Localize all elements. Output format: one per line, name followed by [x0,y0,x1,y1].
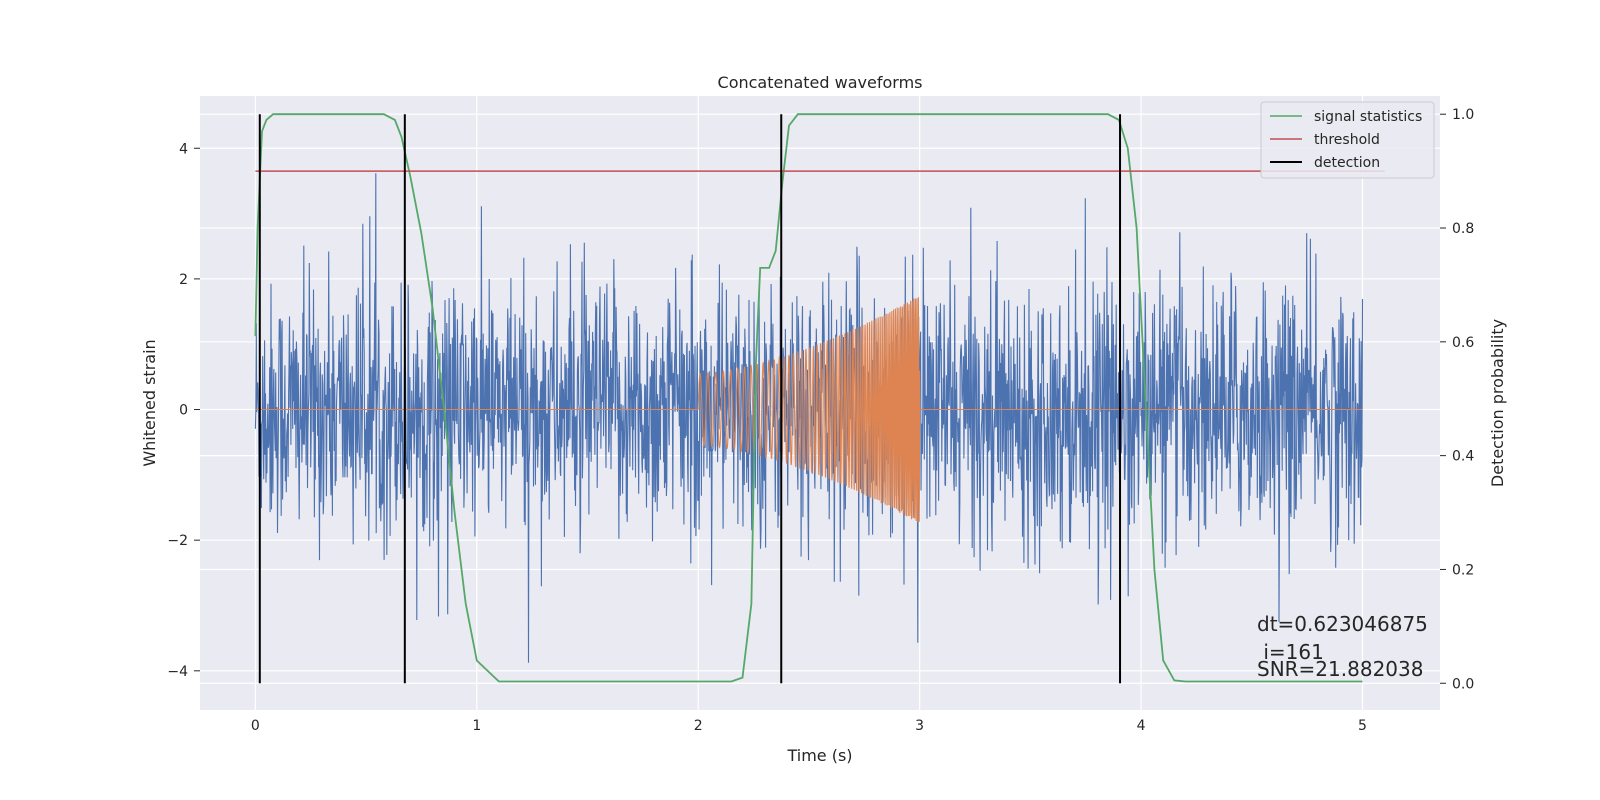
y2-axis-label: Detection probability [1488,319,1507,487]
waveform-series [255,297,1363,523]
y-tick-label: 4 [179,141,188,157]
x-tick-label: 0 [251,718,260,734]
chart-title: Concatenated waveforms [718,73,923,92]
detection-series [258,114,1122,684]
x-tick-label: 5 [1358,718,1367,734]
waveform-line [255,297,1363,523]
annotation-snr: SNR=21.882038 [1257,657,1423,681]
legend: signal statistics threshold detection [1260,101,1435,179]
y2-tick-label: 0.8 [1452,221,1474,237]
x-tick-label: 4 [1137,718,1146,734]
y2-tick-label: 0.6 [1452,335,1474,351]
legend-label-signal-statistics: signal statistics [1314,109,1422,125]
y-tick-label: −4 [167,664,188,680]
y-tick-label: 0 [179,403,188,419]
y2-tick-label: 0.0 [1452,676,1474,692]
y2-tick-label: 1.0 [1452,107,1474,123]
y-axis-label: Whitened strain [140,339,159,466]
x-tick-label: 3 [915,718,924,734]
x-tick-label: 1 [472,718,481,734]
x-tick-label: 2 [694,718,703,734]
y2-tick-label: 0.4 [1452,449,1474,465]
legend-label-detection: detection [1314,155,1380,171]
x-axis-label: Time (s) [786,746,852,765]
signal-statistics-series [254,113,1363,683]
axis-ticks: 0 1 2 3 4 5 −4 −2 0 2 4 0.0 0.2 0.4 0.6 0.8 1.0 [167,107,1474,734]
y-tick-label: −2 [167,533,188,549]
annotation-dt: dt=0.623046875 [1257,612,1428,636]
legend-label-threshold: threshold [1314,132,1380,148]
legend-box [1260,101,1435,179]
y-tick-label: 2 [179,272,188,288]
signal-statistics-line [254,113,1363,683]
annotation-index: i=161 [1257,640,1324,664]
y2-tick-label: 0.2 [1452,562,1474,578]
